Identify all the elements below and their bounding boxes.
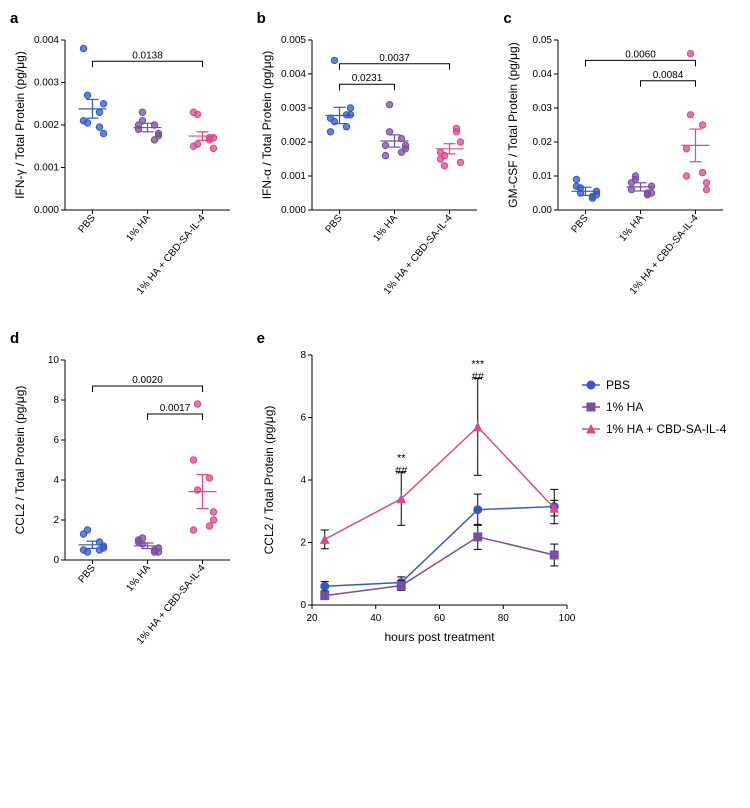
svg-text:PBS: PBS: [606, 378, 630, 392]
svg-text:0.005: 0.005: [281, 35, 306, 46]
svg-text:0.0231: 0.0231: [351, 73, 382, 84]
panel-b-label: b: [257, 10, 266, 27]
panel-d: d 0 2 4 6 8 10 CCL2 / Total Protein (pg/μg) PBS…: [10, 330, 247, 660]
svg-text:0.003: 0.003: [281, 103, 306, 114]
panel-d-label: d: [10, 330, 19, 347]
panel-d-chart: 0 2 4 6 8 10 CCL2 / Total Protein (pg/μg) PBS 1%…: [10, 330, 240, 660]
svg-text:1% HA: 1% HA: [618, 213, 647, 244]
panel-c: c 0.00 0.01 0.02 0.03 0.04 0.05 GM-CSF / Total…: [503, 10, 740, 310]
svg-text:4: 4: [300, 475, 306, 486]
panel-e-label: e: [257, 330, 265, 347]
svg-text:0.004: 0.004: [281, 69, 306, 80]
svg-text:0.000: 0.000: [34, 205, 59, 216]
svg-text:8: 8: [300, 350, 306, 361]
svg-text:0.04: 0.04: [533, 69, 553, 80]
svg-text:6: 6: [300, 413, 306, 424]
panel-a-label: a: [10, 10, 18, 27]
figure-grid: a 0.0000.0010.0020.0030.004IFN-γ / Total…: [10, 10, 740, 660]
svg-text:##: ##: [395, 465, 408, 477]
svg-text:60: 60: [434, 613, 446, 624]
svg-text:0.000: 0.000: [281, 205, 306, 216]
svg-text:2: 2: [53, 515, 59, 526]
svg-text:0.002: 0.002: [34, 120, 59, 131]
svg-text:0.01: 0.01: [533, 171, 553, 182]
svg-text:GM-CSF / Total Protein (pg/μg): GM-CSF / Total Protein (pg/μg): [506, 42, 520, 207]
svg-text:100: 100: [558, 613, 575, 624]
svg-text:IFN-α / Total Protein (pg/μg): IFN-α / Total Protein (pg/μg): [260, 51, 274, 200]
svg-text:2: 2: [300, 538, 306, 549]
svg-text:0.05: 0.05: [533, 35, 553, 46]
svg-text:IFN-γ / Total Protein (pg/μg): IFN-γ / Total Protein (pg/μg): [13, 51, 27, 199]
svg-text:0.0020: 0.0020: [132, 375, 163, 386]
svg-text:8: 8: [53, 395, 59, 406]
svg-text:10: 10: [48, 355, 60, 366]
panel-b: b 0.000 0.001 0.002 0.003 0.004 0.005 IFN-α / …: [257, 10, 494, 310]
svg-text:80: 80: [497, 613, 509, 624]
svg-text:1% HA: 1% HA: [124, 563, 153, 594]
svg-text:***: ***: [471, 359, 485, 371]
svg-text:**: **: [397, 452, 406, 464]
svg-text:hours post treatment: hours post treatment: [384, 630, 495, 644]
svg-text:1% HA: 1% HA: [606, 400, 643, 414]
svg-text:CCL2 / Total Protein (pg/μg): CCL2 / Total Protein (pg/μg): [262, 406, 276, 555]
svg-text:0: 0: [300, 600, 306, 611]
svg-text:0.0037: 0.0037: [379, 53, 410, 64]
svg-text:1% HA: 1% HA: [124, 213, 153, 244]
panel-a: a 0.000 0.001 0.002 0.003 0.004 IFN-γ / Total…: [10, 10, 247, 310]
panel-c-chart: 0.00 0.01 0.02 0.03 0.04 0.05 GM-CSF / Total P…: [503, 10, 733, 310]
svg-text:PBS: PBS: [77, 213, 99, 236]
svg-text:PBS: PBS: [570, 213, 592, 236]
panel-e: e 0 2 4 6 8 20 40 60 80 100 CCL2 / Total Protein (…: [257, 330, 740, 660]
svg-text:4: 4: [53, 475, 59, 486]
svg-text:0.001: 0.001: [34, 163, 59, 174]
svg-text:1% HA + CBD-SA-IL-4: 1% HA + CBD-SA-IL-4: [606, 422, 727, 436]
svg-text:20: 20: [306, 613, 318, 624]
panel-b-chart: 0.000 0.001 0.002 0.003 0.004 0.005 IFN-α / To…: [257, 10, 487, 310]
svg-text:0.00: 0.00: [533, 205, 553, 216]
svg-text:0.02: 0.02: [533, 137, 553, 148]
svg-text:6: 6: [53, 435, 59, 446]
svg-text:0.003: 0.003: [34, 78, 59, 89]
svg-text:0.0138: 0.0138: [132, 50, 163, 61]
panel-e-chart: 0 2 4 6 8 20 40 60 80 100 CCL2 / Total Protein (pg…: [257, 330, 737, 660]
svg-text:PBS: PBS: [323, 213, 345, 236]
panel-c-label: c: [503, 10, 511, 27]
svg-text:0: 0: [53, 555, 59, 566]
svg-text:0.0060: 0.0060: [626, 49, 657, 60]
svg-text:0.004: 0.004: [34, 35, 59, 46]
svg-text:40: 40: [370, 613, 382, 624]
svg-text:0.0017: 0.0017: [160, 403, 191, 414]
panel-a-chart: 0.000 0.001 0.002 0.003 0.004 IFN-γ / Total P…: [10, 10, 240, 310]
svg-text:0.0084: 0.0084: [653, 70, 684, 81]
svg-text:0.002: 0.002: [281, 137, 306, 148]
svg-text:0.03: 0.03: [533, 103, 553, 114]
svg-text:##: ##: [471, 371, 484, 383]
svg-text:PBS: PBS: [77, 563, 99, 586]
svg-text:1% HA: 1% HA: [371, 213, 400, 244]
svg-text:CCL2 / Total Protein (pg/μg): CCL2 / Total Protein (pg/μg): [13, 386, 27, 535]
svg-text:0.001: 0.001: [281, 171, 306, 182]
